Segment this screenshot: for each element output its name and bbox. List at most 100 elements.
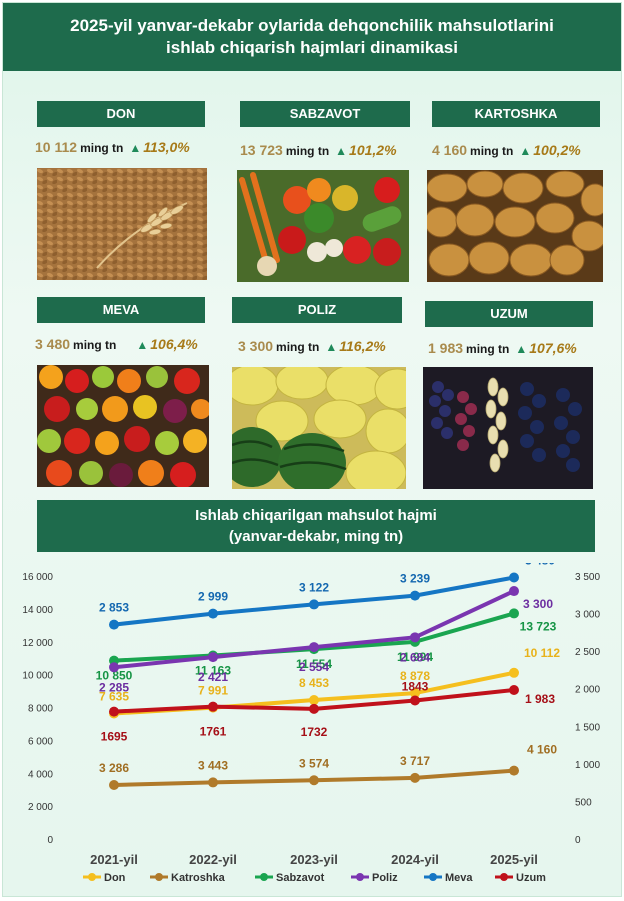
stat-meva: 3 480 ming tn ▲ 106,4% (35, 336, 198, 352)
y-right-tick-label: 0 (575, 835, 581, 846)
growth-up-icon: ▲ (129, 141, 142, 155)
potatoes-photo (427, 170, 603, 282)
fruits-photo (37, 365, 209, 487)
stat-value: 13 723 (240, 142, 283, 158)
chart-title: Ishlab chiqarilgan mahsulot hajmi (yanva… (37, 500, 595, 552)
data-label-sabzavot: 13 723 (520, 619, 557, 633)
stat-unit: ming tn (276, 340, 320, 354)
line-chart: 0 2 000 4 000 6 000 8 000 10 000 12 000 14 000 1… (22, 563, 600, 884)
data-label-don: 7 991 (198, 684, 228, 698)
data-label-poliz: 2 421 (198, 670, 228, 684)
data-label-sabzavot: 10 850 (96, 669, 133, 683)
data-point-poliz (208, 652, 218, 663)
legend-marker-sabzavot (260, 873, 268, 881)
data-point-uzum (410, 695, 420, 706)
data-point-poliz (109, 662, 119, 673)
data-point-poliz (509, 586, 519, 597)
data-label-poliz: 2 554 (299, 660, 329, 674)
y-left-tick-label: 2 000 (28, 802, 53, 813)
stat-value: 10 112 (35, 139, 78, 155)
legend-marker-meva (429, 873, 437, 881)
stat-uzum: 1 983 ming tn ▲ 107,6% (428, 340, 577, 356)
y-right-tick-label: 2 500 (575, 647, 600, 658)
data-label-meva: 3 480 (525, 563, 555, 568)
stat-poliz: 3 300 ming tn ▲ 116,2% (238, 338, 386, 354)
stat-unit: ming tn (466, 342, 510, 356)
stat-sabzavot: 13 723 ming tn ▲ 101,2% (240, 142, 397, 158)
stat-growth: 107,6% (529, 340, 577, 356)
data-label-poliz: 3 300 (523, 597, 553, 611)
x-tick-label: 2022-yil (189, 852, 237, 867)
stat-growth: 113,0% (143, 139, 190, 155)
stat-value: 4 160 (432, 142, 468, 158)
x-tick-label: 2023-yil (290, 852, 338, 867)
chart-title-line2: (yanvar-dekabr, ming tn) (228, 528, 404, 545)
y-right-tick-label: 1 000 (575, 760, 600, 771)
stat-unit: ming tn (80, 141, 124, 155)
y-left-tick-label: 12 000 (22, 638, 53, 649)
data-point-uzum (309, 703, 319, 714)
y-right-tick-label: 1 500 (575, 722, 600, 733)
y-left-tick-label: 6 000 (28, 736, 53, 747)
y-left-tick-label: 8 000 (28, 704, 53, 715)
data-point-meva (309, 599, 319, 610)
y-right-tick-label: 2 000 (575, 685, 600, 696)
legend-marker-don (88, 873, 96, 881)
x-tick-label: 2025-yil (490, 852, 538, 867)
card-title-uzum: UZUM (425, 301, 593, 327)
page-title-line2: ishlab chiqarish hajmlari dinamikasi (166, 38, 458, 57)
legend-marker-uzum (500, 873, 508, 881)
stat-growth: 116,2% (339, 338, 386, 354)
growth-up-icon: ▲ (325, 340, 338, 354)
data-label-don: 8 878 (400, 669, 430, 683)
page-header: 2025-yil yanvar-dekabr oylarida dehqonch… (3, 3, 621, 71)
data-point-don (309, 695, 319, 706)
data-label-katroshka: 3 717 (400, 754, 430, 768)
growth-up-icon: ▲ (515, 342, 528, 356)
data-point-katroshka (509, 765, 519, 776)
stat-value: 3 300 (238, 338, 274, 354)
stat-value: 3 480 (35, 336, 71, 352)
legend-marker-poliz (356, 873, 364, 881)
card-title-kartoshka: KARTOSHKA (432, 101, 600, 127)
card-title-poliz: POLIZ (232, 297, 402, 323)
data-point-meva (208, 608, 218, 619)
data-point-uzum (109, 706, 119, 717)
growth-up-icon: ▲ (519, 144, 532, 158)
legend-label-katroshka: Katroshka (171, 872, 226, 884)
data-point-meva (109, 619, 119, 630)
legend-label-poliz: Poliz (372, 872, 398, 884)
stat-unit: ming tn (285, 144, 330, 158)
y-left-tick-label: 0 (47, 835, 53, 846)
card-title-don: DON (37, 101, 205, 127)
data-label-meva: 2 853 (99, 601, 129, 615)
x-tick-label: 2024-yil (391, 852, 439, 867)
data-label-sabzavot: 11 994 (397, 650, 433, 664)
wheat-grain-photo (37, 168, 207, 280)
card-title-meva: MEVA (37, 297, 205, 323)
melons-photo (232, 367, 406, 489)
data-label-uzum: 1761 (200, 725, 227, 739)
data-point-don (509, 667, 519, 678)
data-point-katroshka (309, 775, 319, 786)
data-point-uzum (509, 684, 519, 695)
stat-unit: ming tn (470, 144, 514, 158)
legend-label-meva: Meva (445, 872, 473, 884)
data-label-uzum: 1843 (402, 680, 429, 694)
data-label-poliz: 2 684 (400, 650, 430, 664)
data-point-poliz (410, 632, 420, 643)
data-label-meva: 3 239 (400, 572, 430, 586)
legend-marker-katroshka (155, 873, 163, 881)
stat-growth: 101,2% (349, 142, 397, 158)
legend-label-sabzavot: Sabzavot (276, 872, 325, 884)
growth-up-icon: ▲ (335, 144, 348, 158)
y-right-tick-label: 500 (575, 797, 592, 808)
data-label-poliz: 2 285 (99, 680, 129, 694)
data-label-uzum: 1695 (101, 730, 128, 744)
data-label-meva: 2 999 (198, 590, 228, 604)
y-right-tick-label: 3 000 (575, 610, 600, 621)
page-title-line1: 2025-yil yanvar-dekabr oylarida dehqonch… (70, 16, 554, 35)
stat-value: 1 983 (428, 340, 464, 356)
legend-label-don: Don (104, 872, 126, 884)
stat-unit: ming tn (73, 338, 117, 352)
